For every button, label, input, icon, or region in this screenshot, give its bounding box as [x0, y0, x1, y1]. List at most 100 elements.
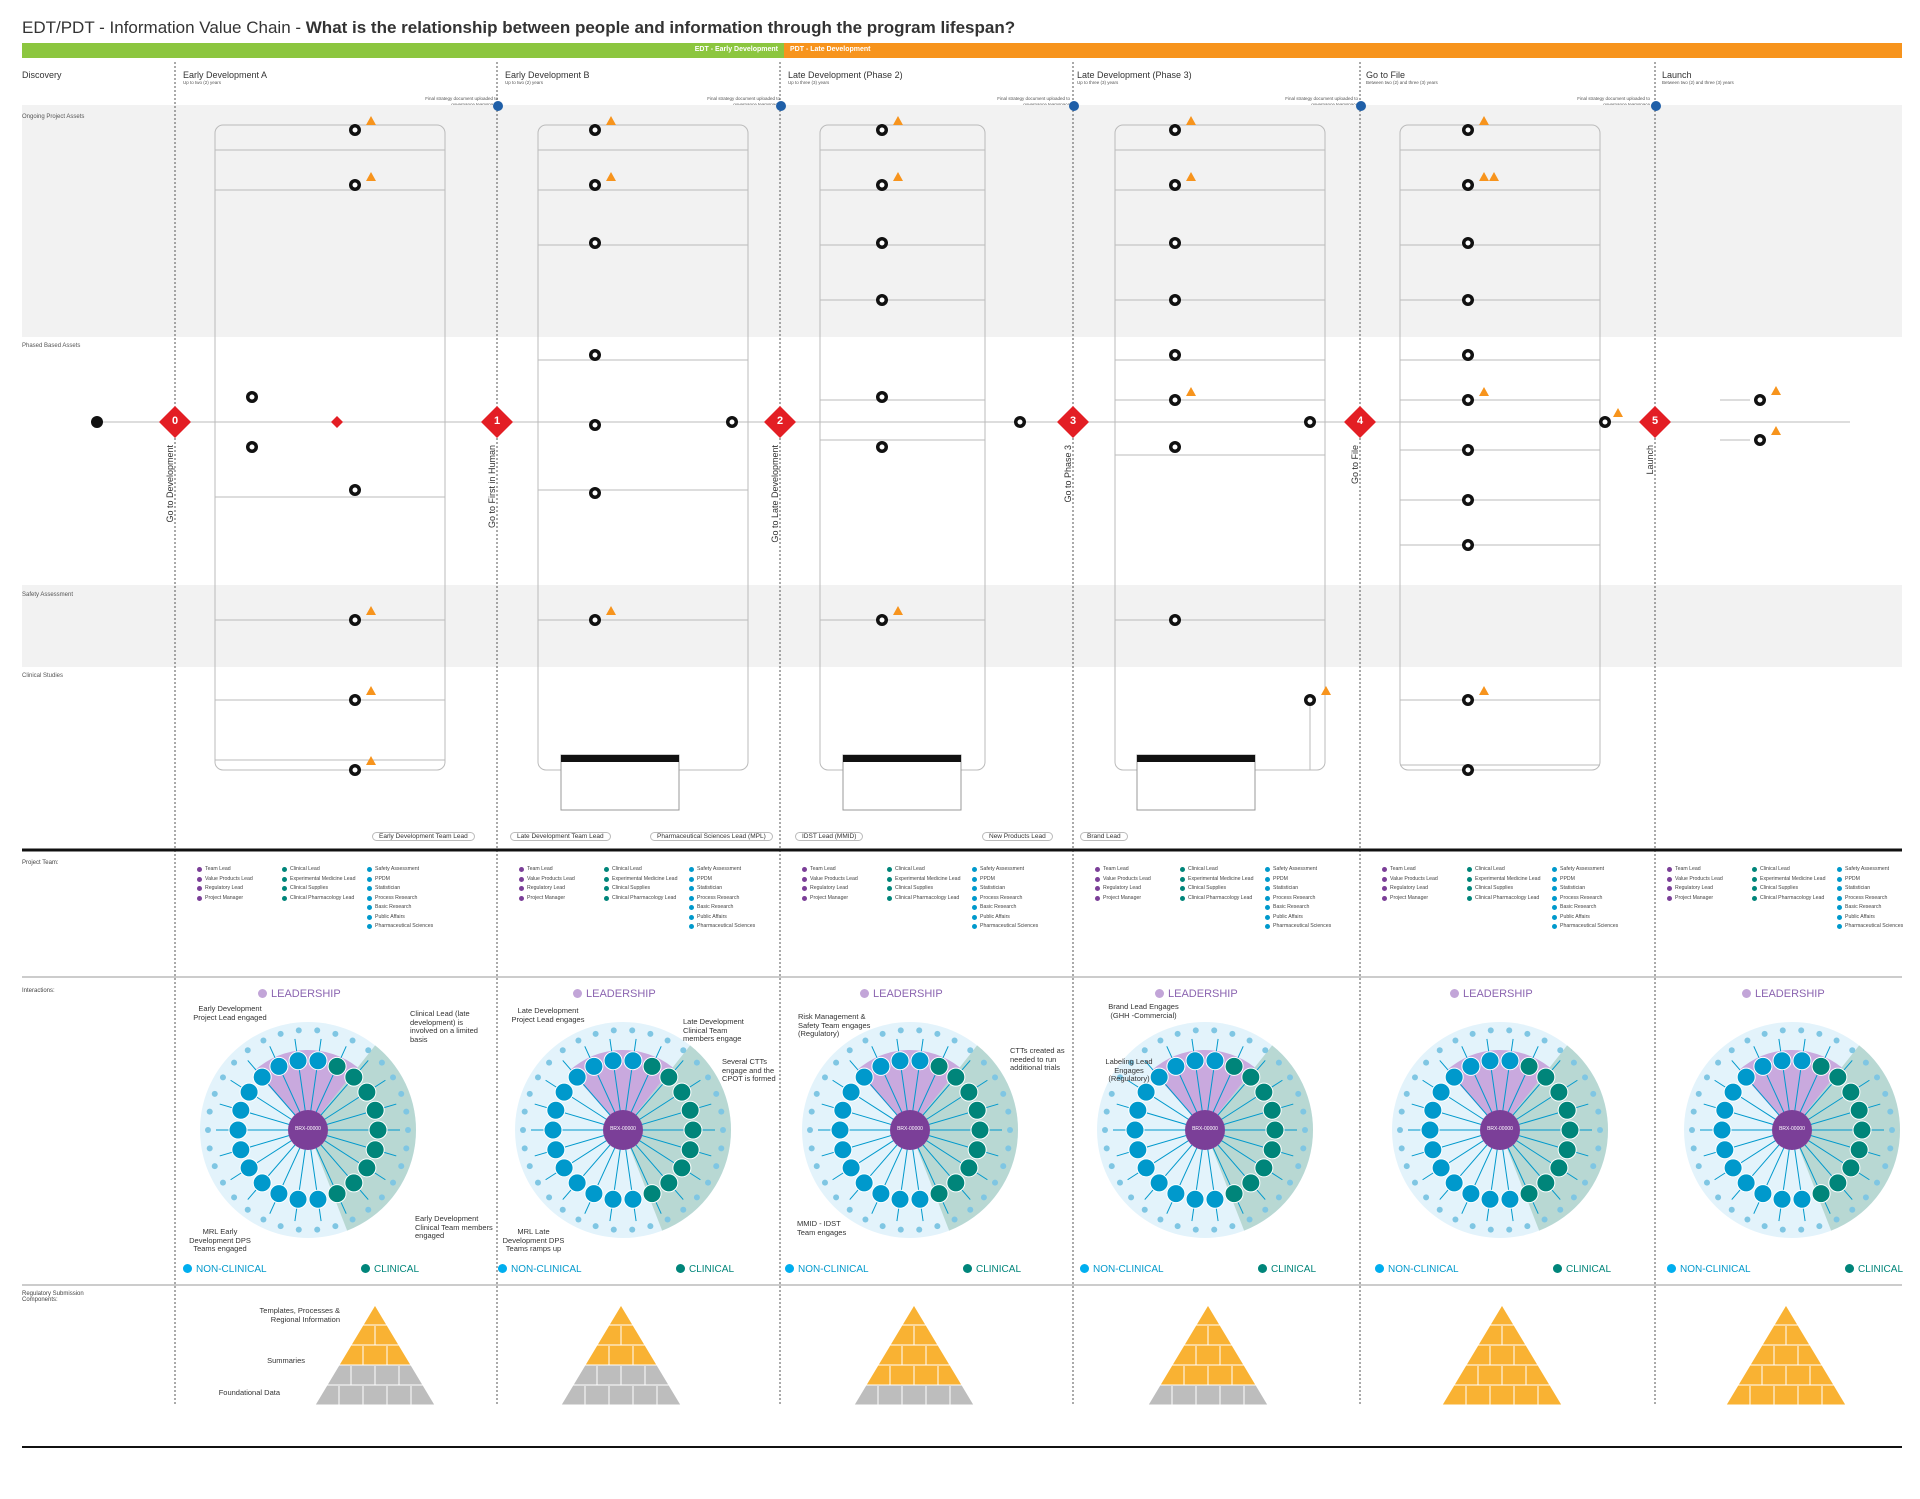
phase-bar-edt: EDT - Early Development — [22, 43, 784, 58]
flow-frame — [819, 124, 986, 771]
gate-diamond-0: 0 — [159, 406, 191, 438]
lead-tag: Late Development Team Lead — [510, 832, 611, 841]
annotation: MMID - IDST Team engages — [797, 1219, 847, 1237]
asset-nodes — [246, 124, 1766, 776]
team-member: Clinical Pharmacology Lead — [887, 895, 960, 902]
team-member: Clinical Lead — [604, 866, 677, 873]
team-member: Basic Research — [1265, 904, 1331, 911]
team-member: Experimental Medicine Lead — [887, 876, 960, 883]
team-member: Basic Research — [1837, 904, 1903, 911]
annotation: MRL Early Development DPS Teams engaged — [189, 1227, 251, 1253]
team-member: Value Products Lead — [197, 876, 253, 883]
leadership-label: LEADERSHIP — [860, 988, 943, 1000]
team-member: PPDM — [1265, 876, 1331, 883]
gate-number: 2 — [776, 415, 784, 427]
clinical-label: CLINICAL — [1553, 1264, 1611, 1275]
team-member: Public Affairs — [972, 914, 1038, 921]
team-column: Team Lead Value Products Lead Regulatory L… — [1667, 866, 1723, 904]
team-column: Safety Assessment PPDM Statistician Process… — [1837, 866, 1903, 933]
annotation: Clinical Lead (late development) is invo… — [410, 1009, 478, 1044]
team-member: Statistician — [689, 885, 755, 892]
team-member: Team Lead — [1667, 866, 1723, 873]
wheel-center-label: BRX-00000 — [295, 1126, 321, 1132]
warning-icons — [366, 116, 1781, 766]
team-member: Clinical Supplies — [1180, 885, 1253, 892]
flow-frame — [537, 124, 749, 771]
team-member: Public Affairs — [1837, 914, 1903, 921]
strategy-note: Final strategy document uploaded to gove… — [425, 96, 498, 107]
interaction-wheel: BRX-00000 — [198, 1010, 418, 1270]
stage-duration: Up to three (3) years — [1077, 80, 1119, 85]
section-label-interactions: Interactions: — [22, 988, 55, 994]
team-member: Pharmaceutical Sciences — [367, 923, 433, 930]
regulatory-pyramid — [560, 1304, 682, 1406]
leadership-label: LEADERSHIP — [1742, 988, 1825, 1000]
team-member: Process Research — [367, 895, 433, 902]
regulatory-pyramid — [1441, 1304, 1563, 1406]
team-member: Regulatory Lead — [197, 885, 253, 892]
team-member: Pharmaceutical Sciences — [1265, 923, 1331, 930]
team-member: Process Research — [689, 895, 755, 902]
team-column: Team Lead Value Products Lead Regulatory L… — [197, 866, 253, 904]
gate-label: Go to File — [1350, 445, 1360, 485]
wheel-center-label: BRX-00000 — [1192, 1126, 1218, 1132]
team-member: Clinical Lead — [1467, 866, 1540, 873]
team-member: Experimental Medicine Lead — [282, 876, 355, 883]
stage-duration: Up to two (2) years — [183, 80, 222, 85]
team-column: Safety Assessment PPDM Statistician Process… — [1552, 866, 1618, 933]
lane-label: Clinical Studies — [22, 673, 64, 679]
annotation: Labeling Lead Engages (Regulatory) — [1105, 1057, 1153, 1083]
stage-early-dev-b: Early Development B — [505, 70, 590, 80]
team-member: Clinical Supplies — [887, 885, 960, 892]
team-member: Project Manager — [802, 895, 858, 902]
team-member: Clinical Supplies — [1752, 885, 1825, 892]
team-column: Safety Assessment PPDM Statistician Process… — [367, 866, 433, 933]
pyramid-label: Summaries — [267, 1356, 305, 1365]
team-member: Safety Assessment — [1837, 866, 1903, 873]
team-member: Clinical Pharmacology Lead — [282, 895, 355, 902]
annotation: MRL Late Development DPS Teams ramps up — [502, 1227, 565, 1253]
annotation: Late Development Clinical Team members e… — [683, 1017, 744, 1043]
team-member: Team Lead — [1382, 866, 1438, 873]
team-member: PPDM — [1552, 876, 1618, 883]
interaction-wheel: BRX-00000 — [800, 1010, 1020, 1270]
strategy-note: Final strategy document uploaded to gove… — [707, 96, 780, 107]
wheel-center-label: BRX-00000 — [1487, 1126, 1513, 1132]
lead-tag: Early Development Team Lead — [372, 832, 475, 841]
gate-label: Go to Phase 3 — [1063, 445, 1073, 503]
team-member: Process Research — [972, 895, 1038, 902]
start-node — [91, 416, 103, 428]
team-member: Basic Research — [1552, 904, 1618, 911]
pyramid-label: Templates, Processes & Regional Informat… — [259, 1306, 340, 1324]
team-member: Statistician — [1552, 885, 1618, 892]
flow-frame — [1399, 124, 1601, 771]
gate-label: Go to Late Development — [770, 445, 780, 543]
team-member: Experimental Medicine Lead — [604, 876, 677, 883]
flow-frame — [1114, 124, 1326, 771]
lead-tag: New Products Lead — [982, 832, 1053, 841]
clinical-label: CLINICAL — [1845, 1264, 1903, 1275]
team-member: Basic Research — [367, 904, 433, 911]
team-member: Statistician — [1837, 885, 1903, 892]
team-member: Experimental Medicine Lead — [1752, 876, 1825, 883]
stage-late-dev-2: Late Development (Phase 2) — [788, 70, 903, 80]
team-member: Clinical Supplies — [1467, 885, 1540, 892]
team-member: Pharmaceutical Sciences — [1552, 923, 1618, 930]
stage-duration: Between two (2) and three (3) years — [1366, 80, 1438, 85]
strategy-note: Final strategy document uploaded to gove… — [1577, 96, 1650, 107]
pyramid-label: Foundational Data — [218, 1388, 280, 1397]
team-member: Public Affairs — [689, 914, 755, 921]
stage-launch: Launch — [1662, 70, 1692, 80]
team-member: Project Manager — [1382, 895, 1438, 902]
non-clinical-label: NON-CLINICAL — [183, 1264, 267, 1275]
team-member: Regulatory Lead — [1382, 885, 1438, 892]
stage-go-to-file: Go to File — [1366, 70, 1406, 80]
team-column: Clinical Lead Experimental Medicine Lead C… — [1180, 866, 1253, 904]
team-member: Public Affairs — [1552, 914, 1618, 921]
team-member: Value Products Lead — [519, 876, 575, 883]
regulatory-pyramid — [1147, 1304, 1269, 1406]
team-member: Regulatory Lead — [519, 885, 575, 892]
team-member: Clinical Supplies — [282, 885, 355, 892]
regulatory-pyramid — [1725, 1304, 1847, 1406]
